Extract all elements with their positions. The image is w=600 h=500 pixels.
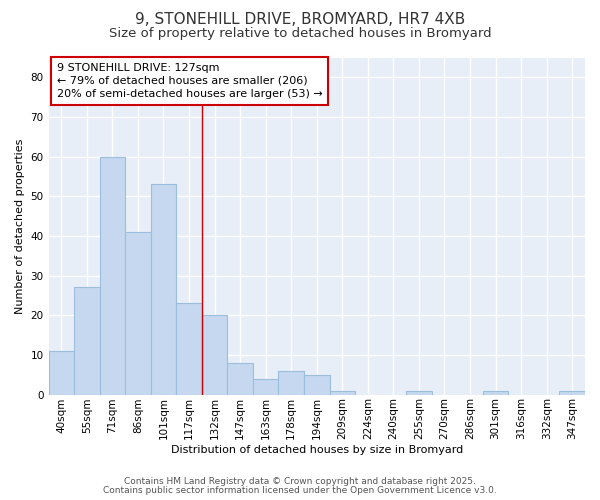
Y-axis label: Number of detached properties: Number of detached properties xyxy=(15,138,25,314)
Bar xyxy=(304,374,329,394)
Bar xyxy=(74,288,100,395)
Bar xyxy=(227,363,253,394)
Bar xyxy=(559,390,585,394)
Bar xyxy=(176,304,202,394)
Bar xyxy=(125,232,151,394)
Text: Size of property relative to detached houses in Bromyard: Size of property relative to detached ho… xyxy=(109,28,491,40)
Bar xyxy=(483,390,508,394)
Text: 9, STONEHILL DRIVE, BROMYARD, HR7 4XB: 9, STONEHILL DRIVE, BROMYARD, HR7 4XB xyxy=(135,12,465,28)
Bar xyxy=(100,156,125,394)
Text: Contains HM Land Registry data © Crown copyright and database right 2025.: Contains HM Land Registry data © Crown c… xyxy=(124,477,476,486)
Text: Contains public sector information licensed under the Open Government Licence v3: Contains public sector information licen… xyxy=(103,486,497,495)
Bar xyxy=(406,390,432,394)
Bar xyxy=(202,315,227,394)
Text: 9 STONEHILL DRIVE: 127sqm
← 79% of detached houses are smaller (206)
20% of semi: 9 STONEHILL DRIVE: 127sqm ← 79% of detac… xyxy=(56,62,322,99)
Bar xyxy=(49,351,74,395)
Bar xyxy=(329,390,355,394)
Bar xyxy=(278,371,304,394)
Bar xyxy=(253,378,278,394)
X-axis label: Distribution of detached houses by size in Bromyard: Distribution of detached houses by size … xyxy=(170,445,463,455)
Bar xyxy=(151,184,176,394)
